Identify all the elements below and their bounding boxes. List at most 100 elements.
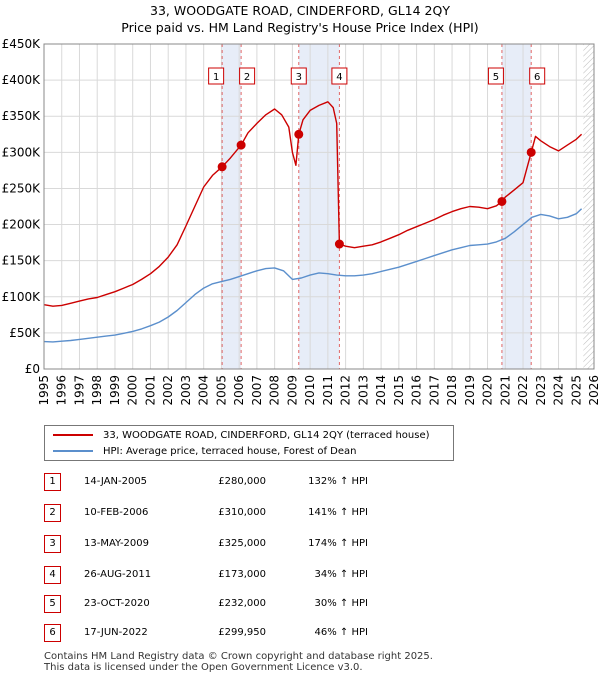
x-tick-label: 2001 xyxy=(143,375,157,406)
transaction-row: 2 10-FEB-2006 £310,000 141% ↑ HPI xyxy=(44,503,444,523)
x-tick-label: 2008 xyxy=(268,375,282,406)
transaction-date: 26-AUG-2011 xyxy=(84,569,152,580)
transaction-row: 1 14-JAN-2005 £280,000 132% ↑ HPI xyxy=(44,472,444,492)
chart-subtitle: Price paid vs. HM Land Registry's House … xyxy=(121,20,479,35)
x-tick-label: 2012 xyxy=(339,375,353,406)
sale-point xyxy=(294,129,304,139)
legend-swatch-property xyxy=(53,434,93,436)
x-tick-label: 1996 xyxy=(55,375,69,406)
legend: 33, WOODGATE ROAD, CINDERFORD, GL14 2QY … xyxy=(44,425,454,461)
y-tick-label: £250K xyxy=(2,181,42,195)
future-hatch xyxy=(583,44,594,369)
transaction-number: 5 xyxy=(44,595,61,613)
sale-period-shade xyxy=(501,44,532,369)
legend-label-hpi: HPI: Average price, terraced house, Fore… xyxy=(103,446,357,457)
hpi-line xyxy=(43,208,583,343)
y-tick-label: £200K xyxy=(2,218,42,232)
legend-swatch-hpi xyxy=(53,450,93,452)
x-tick-label: 2006 xyxy=(232,375,246,406)
transaction-hpi: 46% ↑ HPI xyxy=(314,627,368,638)
sale-label-box xyxy=(331,67,348,85)
sale-point xyxy=(497,196,507,206)
x-tick-label: 2020 xyxy=(481,375,495,406)
y-tick-label: £150K xyxy=(2,254,42,268)
transaction-number: 2 xyxy=(44,504,61,522)
x-tick-label: 1998 xyxy=(90,375,104,406)
legend-label-property: 33, WOODGATE ROAD, CINDERFORD, GL14 2QY … xyxy=(103,430,430,441)
legend-item-property: 33, WOODGATE ROAD, CINDERFORD, GL14 2QY … xyxy=(53,429,430,443)
y-tick-label: £400K xyxy=(2,73,42,87)
transaction-date: 17-JUN-2022 xyxy=(84,627,148,638)
sale-label-box xyxy=(529,67,546,85)
sale-period-shade xyxy=(298,44,340,369)
transaction-hpi: 141% ↑ HPI xyxy=(308,507,368,518)
x-tick-label: 2019 xyxy=(463,375,477,406)
transaction-row: 5 23-OCT-2020 £232,000 30% ↑ HPI xyxy=(44,594,444,614)
price-chart: 1 2 3 4 5 6 £0 £50K £100K £150K £200K £250K £300K £35… xyxy=(2,37,600,406)
x-tick-label: 1999 xyxy=(108,375,122,406)
x-tick-label: 2025 xyxy=(569,375,583,406)
x-tick-label: 2013 xyxy=(356,375,370,406)
transaction-date: 10-FEB-2006 xyxy=(84,507,149,518)
x-tick-label: 2011 xyxy=(321,375,335,406)
x-tick-label: 2005 xyxy=(214,375,228,406)
transaction-price: £173,000 xyxy=(218,569,266,580)
transaction-price: £310,000 xyxy=(218,507,266,518)
y-tick-label: £100K xyxy=(2,290,42,304)
sale-label-box xyxy=(208,67,225,85)
transaction-row: 4 26-AUG-2011 £173,000 34% ↑ HPI xyxy=(44,565,444,585)
transaction-hpi: 34% ↑ HPI xyxy=(314,569,368,580)
sale-label: 5 xyxy=(493,72,499,83)
x-tick-label: 1995 xyxy=(37,375,51,406)
sale-point xyxy=(334,239,344,249)
x-tick-label: 2002 xyxy=(161,375,175,406)
footer-copyright: Contains HM Land Registry data © Crown c… xyxy=(44,651,433,662)
sale-label: 6 xyxy=(534,72,540,83)
x-tick-label: 2016 xyxy=(410,375,424,406)
x-tick-label: 2026 xyxy=(587,375,600,406)
sale-point xyxy=(236,140,246,150)
legend-item-hpi: HPI: Average price, terraced house, Fore… xyxy=(53,445,356,459)
footer-licence: This data is licensed under the Open Gov… xyxy=(44,662,363,673)
sale-period-shade xyxy=(222,44,242,369)
sale-point xyxy=(526,147,536,157)
plot-frame xyxy=(43,43,595,370)
x-tick-label: 2014 xyxy=(374,375,388,406)
sale-label: 2 xyxy=(244,72,250,83)
chart-title: 33, WOODGATE ROAD, CINDERFORD, GL14 2QY xyxy=(150,3,450,18)
y-tick-label: £350K xyxy=(2,109,42,123)
y-tick-label: £300K xyxy=(2,145,42,159)
footer: Contains HM Land Registry data © Crown c… xyxy=(44,651,433,673)
transaction-number: 3 xyxy=(44,535,61,553)
x-tick-label: 2022 xyxy=(516,375,530,406)
x-tick-label: 2010 xyxy=(303,375,317,406)
transaction-number: 1 xyxy=(44,473,61,491)
x-tick-label: 2024 xyxy=(552,375,566,406)
x-tick-label: 2000 xyxy=(126,375,140,406)
sale-label-box xyxy=(487,67,504,85)
sale-label: 4 xyxy=(336,72,342,83)
transaction-row: 3 13-MAY-2009 £325,000 174% ↑ HPI xyxy=(44,534,444,554)
transaction-price: £232,000 xyxy=(218,598,266,609)
transaction-hpi: 30% ↑ HPI xyxy=(314,598,368,609)
transaction-date: 23-OCT-2020 xyxy=(84,598,150,609)
x-tick-label: 2009 xyxy=(285,375,299,406)
x-tick-label: 2007 xyxy=(250,375,264,406)
x-tick-label: 2015 xyxy=(392,375,406,406)
transaction-price: £325,000 xyxy=(218,538,266,549)
transaction-row: 6 17-JUN-2022 £299,950 46% ↑ HPI xyxy=(44,623,444,643)
transaction-price: £280,000 xyxy=(218,476,266,487)
y-tick-label: £50K xyxy=(9,326,41,340)
x-tick-label: 2003 xyxy=(179,375,193,406)
transaction-hpi: 174% ↑ HPI xyxy=(308,538,368,549)
chart-title-block: 33, WOODGATE ROAD, CINDERFORD, GL14 2QY … xyxy=(0,2,600,36)
x-tick-label: 2017 xyxy=(427,375,441,406)
sale-label: 1 xyxy=(213,72,219,83)
x-tick-label: 2018 xyxy=(445,375,459,406)
x-tick-label: 2004 xyxy=(197,375,211,406)
x-tick-label: 1997 xyxy=(72,375,86,406)
transaction-hpi: 132% ↑ HPI xyxy=(308,476,368,487)
y-tick-label: £450K xyxy=(2,37,42,51)
transaction-number: 4 xyxy=(44,566,61,584)
sale-label-box xyxy=(290,67,307,85)
